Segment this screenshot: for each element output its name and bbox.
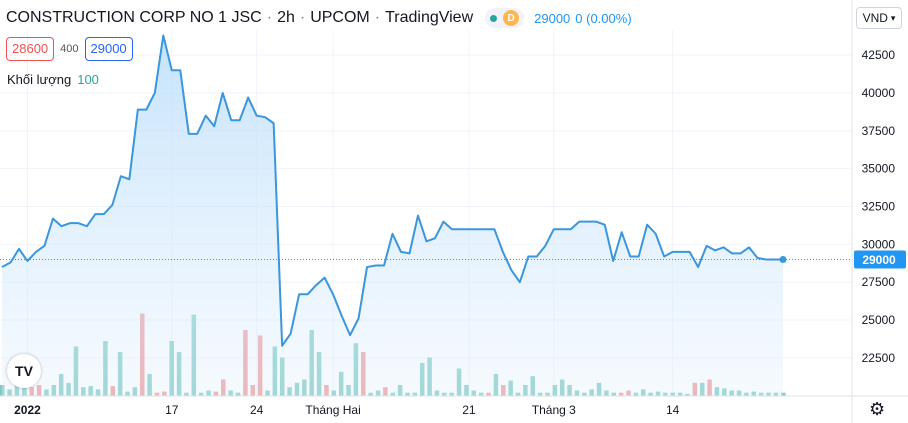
- y-tick-label: 37500: [862, 124, 896, 138]
- y-tick-label: 42500: [862, 48, 896, 62]
- market-status-badge[interactable]: D: [485, 8, 525, 28]
- x-axis[interactable]: 2022 17 24 Tháng Hai 21 Tháng 3 14: [0, 395, 908, 417]
- market-open-dot-icon: [490, 14, 498, 22]
- spread-value: 400: [60, 43, 79, 55]
- y-tick-label: 35000: [862, 162, 896, 176]
- last-price-line: 29000: [0, 250, 906, 269]
- y-tick-label: 25000: [862, 313, 896, 327]
- y-tick-label: 32500: [862, 200, 896, 214]
- last-price-label: 29000: [862, 253, 896, 267]
- logo-text: TV: [15, 363, 33, 379]
- volume-label: Khối lượng: [7, 72, 72, 87]
- last-price-info: 29000 0 (0.00%): [534, 11, 632, 26]
- buy-price-button[interactable]: 29000: [84, 37, 133, 61]
- price-area: [1, 34, 787, 397]
- bid-ask-panel: 28600 400 29000: [6, 37, 133, 61]
- price-series-line: [1, 34, 783, 347]
- x-tick-label: 2022: [14, 403, 41, 417]
- header-separator: ·: [299, 9, 306, 26]
- x-tick-label: 24: [250, 403, 264, 417]
- gear-icon[interactable]: ⚙: [869, 399, 886, 419]
- currency-label: VND: [862, 11, 888, 25]
- x-tick-label: 21: [462, 403, 476, 417]
- x-tick-label: 17: [165, 403, 179, 417]
- volume-bar: [781, 392, 786, 396]
- symbol-name[interactable]: CONSTRUCTION CORP NO 1 JSC: [6, 9, 262, 26]
- delayed-data-icon: D: [503, 10, 520, 26]
- tradingview-logo-icon[interactable]: TV: [7, 354, 41, 388]
- y-tick-label: 22500: [862, 351, 896, 365]
- header-separator: ·: [374, 9, 381, 26]
- exchange-label: UPCOM: [310, 9, 370, 26]
- currency-selector[interactable]: VND ▾: [856, 7, 902, 29]
- chart-header: CONSTRUCTION CORP NO 1 JSC · 2h · UPCOM …: [6, 7, 632, 29]
- volume-legend[interactable]: Khối lượng 100: [7, 72, 99, 87]
- y-tick-label: 30000: [862, 237, 896, 251]
- y-tick-label: 27500: [862, 275, 896, 289]
- y-tick-label: 40000: [862, 86, 896, 100]
- price-area-fill: [2, 35, 783, 397]
- price-change: 0 (0.00%): [575, 10, 632, 26]
- source-label: TradingView: [385, 9, 474, 26]
- volume-value: 100: [77, 72, 99, 87]
- interval-label[interactable]: 2h: [277, 9, 295, 26]
- sell-price-button[interactable]: 28600: [6, 37, 55, 61]
- x-tick-label: 14: [666, 403, 680, 417]
- chevron-down-icon: ▾: [890, 12, 896, 23]
- header-separator: ·: [266, 9, 273, 26]
- last-price: 29000: [534, 10, 571, 26]
- x-tick-label: Tháng Hai: [305, 403, 360, 417]
- x-tick-label: Tháng 3: [532, 403, 576, 417]
- last-price-label-bg: [854, 250, 906, 269]
- y-axis[interactable]: 22500 25000 27500 30000 32500 35000 37500 40000…: [851, 0, 896, 423]
